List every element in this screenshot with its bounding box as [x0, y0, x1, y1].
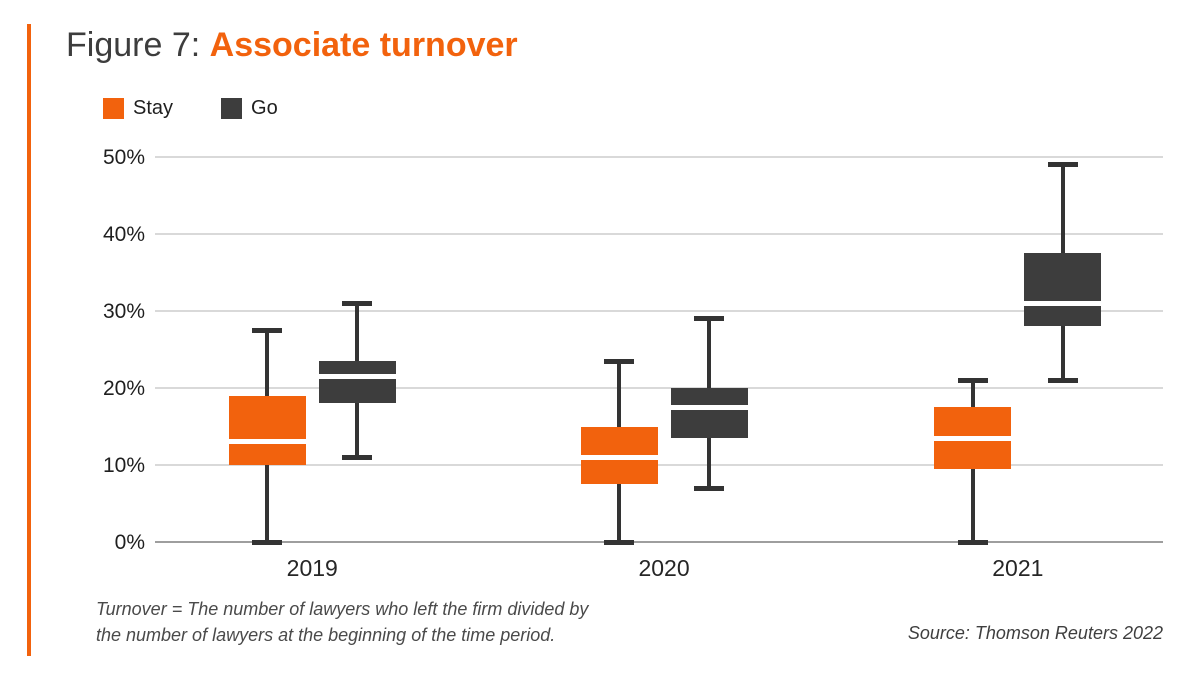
boxplot-chart	[155, 156, 1163, 545]
whisker-cap-top-go-2020	[694, 316, 725, 322]
median-stay-2019	[228, 439, 306, 445]
x-axis-label-2019: 2019	[286, 555, 338, 581]
x-axis-label-2020: 2020	[638, 555, 690, 581]
figure-label: Figure 7:	[66, 26, 201, 64]
legend-item-stay: Stay	[103, 97, 173, 120]
median-go-2021	[1024, 300, 1102, 306]
x-axis-label-2021: 2021	[992, 555, 1044, 581]
y-axis-label-50%: 50%	[102, 146, 145, 169]
whisker-cap-bottom-go-2021	[1047, 377, 1078, 383]
median-go-2020	[670, 404, 748, 410]
footnote-line-1: Turnover = The number of lawyers who lef…	[96, 599, 589, 619]
whisker-cap-top-stay-2020	[604, 358, 635, 364]
footnote: Turnover = The number of lawyers who lef…	[96, 596, 588, 648]
whisker-cap-bottom-stay-2019	[252, 539, 283, 545]
whisker-cap-bottom-stay-2021	[957, 539, 988, 545]
legend-label-go: Go	[251, 97, 278, 119]
y-axis-label-30%: 30%	[102, 300, 145, 323]
figure-name: Associate turnover	[209, 26, 518, 64]
legend-item-go: Go	[221, 97, 278, 120]
y-axis-label-40%: 40%	[102, 223, 145, 246]
whisker-cap-bottom-go-2019	[342, 454, 373, 460]
footnote-line-2: the number of lawyers at the beginning o…	[96, 625, 556, 646]
gridline-40%	[155, 233, 1163, 235]
gridline-0%	[155, 541, 1163, 543]
median-stay-2020	[580, 454, 658, 460]
go-swatch-icon	[221, 98, 243, 119]
box-go-2021	[1024, 253, 1102, 327]
gridline-50%	[155, 156, 1163, 158]
chart-legend: Stay Go	[103, 97, 278, 120]
median-go-2019	[318, 373, 396, 379]
whisker-cap-bottom-go-2020	[694, 485, 725, 491]
y-axis-label-0%: 0%	[114, 531, 145, 554]
whisker-cap-top-go-2021	[1047, 162, 1078, 168]
accent-rule	[27, 24, 31, 656]
box-go-2019	[318, 361, 396, 404]
y-axis-label-20%: 20%	[102, 377, 145, 400]
x-axis-labels: 2019 2020 2021	[155, 551, 1163, 585]
y-axis-label-10%: 10%	[102, 454, 145, 477]
box-stay-2019	[228, 395, 306, 465]
median-stay-2021	[934, 435, 1012, 441]
whisker-cap-top-stay-2019	[252, 327, 283, 333]
gridline-20%	[155, 387, 1163, 389]
source-credit: Source: Thomson Reuters 2022	[907, 623, 1163, 643]
stay-swatch-icon	[103, 98, 124, 119]
legend-label-stay: Stay	[133, 97, 174, 119]
whisker-cap-top-stay-2021	[957, 377, 988, 383]
whisker-cap-bottom-stay-2020	[604, 539, 635, 545]
gridline-10%	[155, 464, 1163, 466]
figure-title: Figure 7: Associate turnover	[66, 26, 518, 65]
box-go-2020	[670, 388, 748, 439]
gridline-30%	[155, 310, 1163, 312]
y-axis-labels: 50% 40% 30% 20% 10% 0%	[55, 147, 145, 553]
whisker-cap-top-go-2019	[342, 300, 373, 306]
